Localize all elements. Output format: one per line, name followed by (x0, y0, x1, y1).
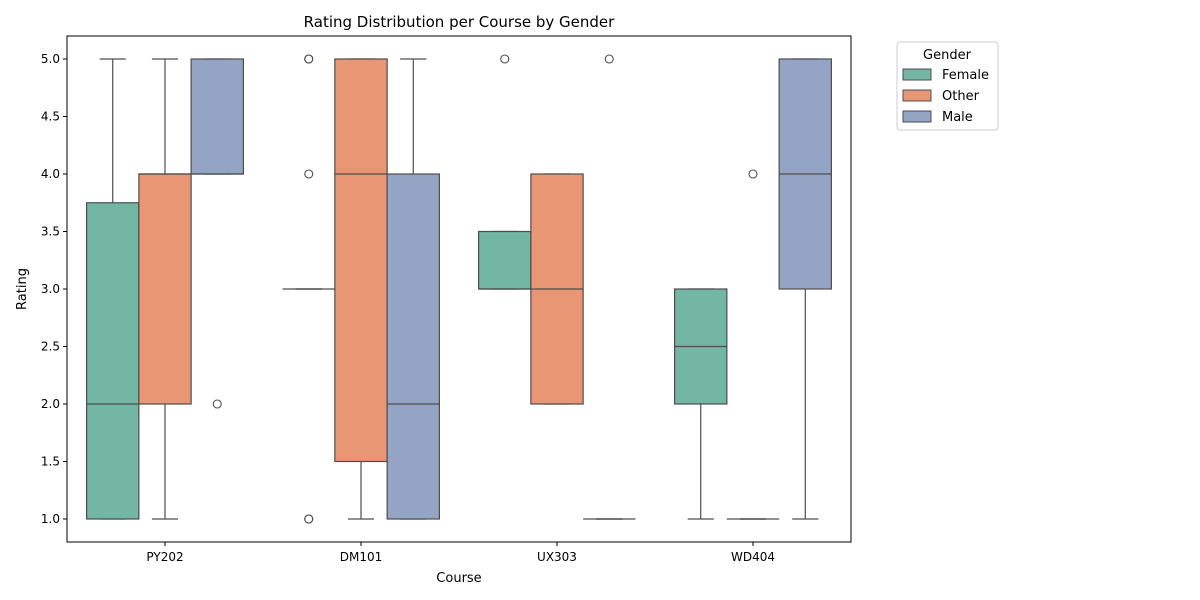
y-tick-label: 3.5 (41, 225, 60, 239)
box-male-dm101 (386, 58, 440, 520)
outlier-point (304, 514, 314, 524)
outlier-point (748, 169, 758, 179)
y-tick-label: 2.0 (41, 397, 60, 411)
y-tick-label: 3.0 (41, 282, 60, 296)
outlier-point (304, 54, 314, 64)
box-other-wd404 (726, 169, 780, 520)
x-tick-label: WD404 (731, 550, 775, 564)
y-tick-label: 1.0 (41, 512, 60, 526)
box-female-ux303 (478, 54, 532, 290)
outlier-point (604, 54, 614, 64)
legend-label-female: Female (942, 68, 989, 83)
legend-frame (896, 41, 999, 131)
legend: Gender Female Other Male (896, 41, 999, 131)
outlier-point (212, 399, 222, 409)
iqr-box (138, 173, 192, 405)
chart-title: Rating Distribution per Course by Gender (304, 13, 616, 31)
x-tick-label: UX303 (537, 550, 577, 564)
box-male-ux303 (583, 54, 636, 520)
x-axis-label: Course (436, 571, 481, 586)
box-female-wd404 (673, 288, 728, 520)
y-tick-label: 1.5 (41, 455, 60, 469)
legend-title: Gender (923, 48, 972, 63)
iqr-box (190, 58, 244, 175)
legend-label-male: Male (942, 110, 973, 125)
iqr-box (85, 202, 140, 520)
y-tick-label: 5.0 (41, 52, 60, 66)
y-axis-label: Rating (15, 268, 30, 310)
legend-label-other: Other (942, 89, 980, 104)
legend-swatch-male (902, 110, 932, 123)
x-axis: PY202 DM101 UX303 WD404 (146, 542, 775, 564)
box-other-dm101 (334, 58, 388, 520)
box-female-py202 (85, 58, 140, 520)
outlier-point (500, 54, 510, 64)
x-tick-label: DM101 (340, 550, 383, 564)
box-male-wd404 (778, 58, 833, 520)
box-other-py202 (138, 58, 192, 520)
y-tick-label: 4.5 (41, 110, 60, 124)
legend-swatch-female (902, 68, 932, 81)
iqr-box (334, 58, 388, 463)
y-axis: 1.0 1.5 2.0 2.5 3.0 3.5 4.0 4.5 5.0 (41, 52, 67, 526)
outlier-point (304, 169, 314, 179)
x-tick-label: PY202 (146, 550, 183, 564)
legend-swatch-other (902, 89, 932, 102)
iqr-box (478, 230, 532, 290)
y-tick-label: 2.5 (41, 340, 60, 354)
box-female-dm101 (282, 54, 335, 524)
y-tick-label: 4.0 (41, 167, 60, 181)
plot-area (85, 54, 833, 524)
box-other-ux303 (530, 173, 584, 405)
box-male-py202 (190, 58, 244, 409)
iqr-box (386, 173, 440, 520)
